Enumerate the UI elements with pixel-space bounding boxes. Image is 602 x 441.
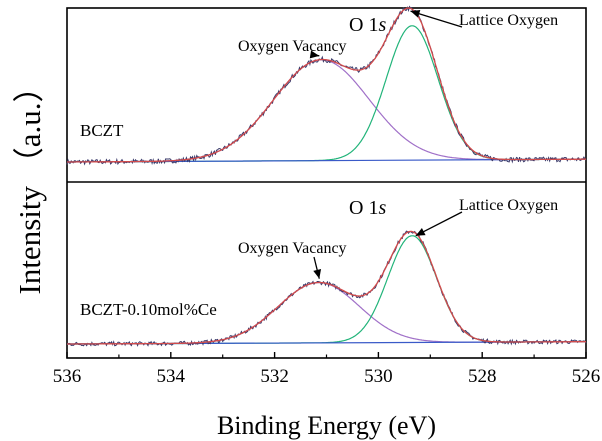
annotation-oxygen-vacancy: Oxygen Vacancy [238,38,347,55]
chart-axes: 536 534 532 530 528 526 Binding Energy (eV) Int… [12,72,600,441]
x-tick-label: 526 [572,366,601,387]
x-tick-label: 530 [364,366,393,387]
annotation-lattice-oxygen: Lattice Oxygen [459,197,558,214]
x-axis-label: Binding Energy (eV) [217,411,436,440]
peak-title: O 1s [349,197,386,219]
x-tick-label: 528 [468,366,497,387]
x-tick-label: 532 [260,366,289,387]
lattice-arrow-head [415,228,426,236]
vacancy-arrow-head [309,50,320,59]
peak-title: O 1s [349,14,386,36]
raw-spectrum [66,5,587,166]
peak-vacancy [67,59,586,163]
x-tick-label: 536 [53,366,82,387]
sample-label: BCZT-0.10mol%Ce [80,300,217,319]
fit-envelope [67,230,586,345]
vacancy-arrow-head [313,268,322,279]
annotation-oxygen-vacancy: Oxygen Vacancy [238,240,347,257]
y-axis-label: Intensity （a.u.） [12,72,47,295]
annotation-lattice-oxygen: Lattice Oxygen [459,12,558,29]
sample-label: BCZT [80,121,124,140]
fit-envelope [67,7,586,163]
panel-2: BCZT-0.10mol%Ce O 1s Oxygen Vacancy Lattice… [66,197,587,347]
x-tick-label: 534 [157,366,186,387]
lattice-arrow-head [410,9,421,18]
